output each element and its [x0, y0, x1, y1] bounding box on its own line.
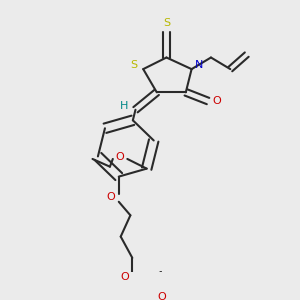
- Text: N: N: [195, 60, 203, 70]
- Text: H: H: [120, 101, 128, 111]
- Text: S: S: [130, 60, 137, 70]
- Text: O: O: [212, 96, 221, 106]
- Text: S: S: [163, 18, 170, 28]
- Text: O: O: [120, 272, 129, 282]
- Text: O: O: [115, 152, 124, 162]
- Text: O: O: [157, 292, 166, 300]
- Text: O: O: [107, 192, 116, 202]
